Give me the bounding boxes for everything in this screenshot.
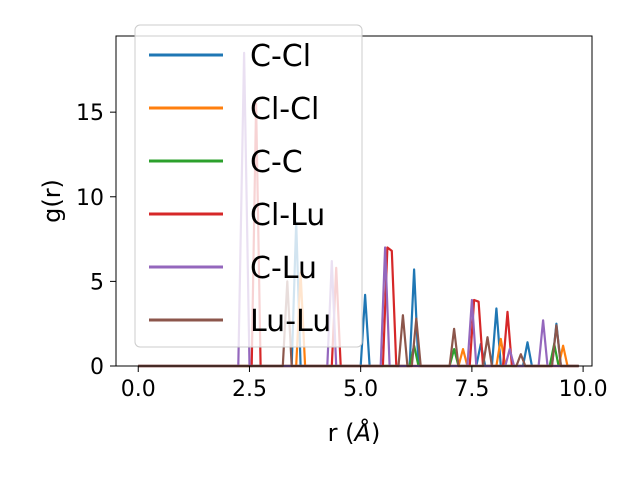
y-axis-label: g(r)	[38, 179, 66, 223]
y-tick-label: 5	[90, 270, 104, 295]
legend-label-cl-cl: Cl-Cl	[250, 92, 319, 127]
legend-label-c-cl: C-Cl	[250, 39, 311, 74]
legend-label-cl-lu: Cl-Lu	[250, 198, 325, 233]
x-tick-label: 2.5	[232, 377, 267, 402]
x-tick-label: 7.5	[454, 377, 489, 402]
legend-label-lu-lu: Lu-Lu	[250, 304, 331, 339]
y-tick-label: 0	[90, 355, 104, 380]
legend-items: C-Cl Cl-Cl C-C Cl-Lu C-Lu Lu-Lu	[149, 39, 331, 339]
legend-label-c-lu: C-Lu	[250, 251, 317, 286]
x-tick-label: 5.0	[343, 377, 378, 402]
x-axis-label: r (Å)	[328, 418, 381, 447]
legend: C-Cl Cl-Cl C-C Cl-Lu C-Lu Lu-Lu	[134, 24, 363, 348]
x-axis-label-unit: Å	[353, 418, 371, 447]
legend-label-c-c: C-C	[250, 145, 303, 180]
x-axis-label-text: r (	[328, 419, 355, 447]
legend-box	[134, 24, 363, 348]
x-tick-label: 0.0	[121, 377, 156, 402]
axis-ticks: 0.0 2.5 5.0 7.5 10.0 0 5 10 15	[76, 101, 608, 402]
y-tick-label: 15	[76, 101, 104, 126]
x-tick-label: 10.0	[559, 377, 608, 402]
x-axis-label-close: )	[371, 419, 380, 447]
y-tick-label: 10	[76, 186, 104, 211]
